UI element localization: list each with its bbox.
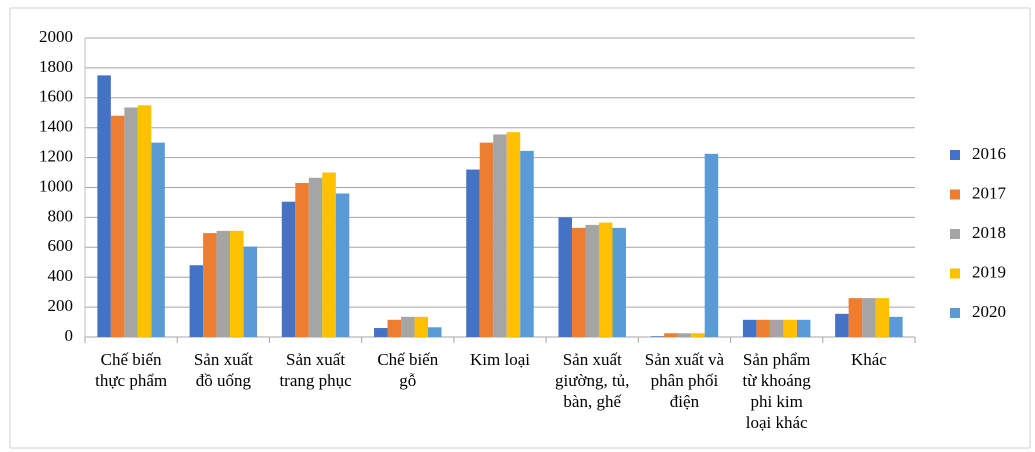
- bar: [558, 217, 572, 337]
- bar: [506, 132, 521, 337]
- x-tick-label: Sản phẩm từ khoáng phi kim loại khác: [743, 350, 812, 432]
- bar: [401, 316, 415, 337]
- x-tick-label: Chế biến thực phẩm: [95, 350, 167, 390]
- x-tick-label: Sản xuất và phân phối điện: [645, 350, 725, 411]
- y-tick-label: 1000: [39, 176, 73, 195]
- bar: [428, 327, 442, 337]
- legend-label: 2020: [972, 302, 1006, 321]
- bar: [124, 107, 138, 337]
- y-tick-label: 1800: [39, 57, 73, 76]
- bar: [664, 333, 678, 337]
- bar: [414, 316, 429, 337]
- bar: [704, 153, 719, 337]
- bar: [796, 319, 811, 337]
- legend-label: 2017: [972, 183, 1007, 202]
- bar: [862, 298, 876, 337]
- x-tick-label: Khác: [851, 350, 887, 369]
- bar: [216, 230, 231, 337]
- y-tick-label: 600: [48, 236, 74, 255]
- bar: [769, 319, 784, 337]
- bar: [889, 316, 903, 337]
- legend-swatch: [950, 189, 960, 200]
- bar: [387, 319, 402, 337]
- bar: [308, 177, 323, 337]
- bar: [151, 142, 165, 337]
- bar: [756, 319, 770, 337]
- bar: [691, 333, 705, 337]
- legend-label: 2016: [972, 144, 1006, 163]
- legend-swatch: [950, 229, 960, 239]
- bar: [466, 169, 480, 337]
- bar: [742, 319, 757, 337]
- bar: [110, 115, 125, 338]
- bar: [137, 105, 152, 338]
- bar: [612, 227, 626, 337]
- bar: [598, 222, 613, 337]
- bar: [848, 298, 863, 337]
- bar: [650, 336, 665, 337]
- bar: [571, 227, 586, 337]
- bar: [295, 183, 309, 337]
- x-tick-label: Sản xuất giường, tủ, bàn, ghế: [555, 350, 629, 411]
- bar: [374, 328, 388, 337]
- y-tick-label: 200: [48, 296, 74, 315]
- bar: [97, 75, 111, 337]
- bar: [243, 246, 258, 337]
- bar: [479, 142, 494, 337]
- legend-label: 2018: [972, 223, 1006, 242]
- bar: [585, 224, 599, 337]
- x-tick-label: Kim loại: [470, 350, 530, 369]
- bar: [783, 319, 797, 337]
- y-tick-label: 800: [48, 206, 74, 225]
- legend-swatch: [950, 150, 960, 160]
- bar: [189, 265, 204, 337]
- legend-swatch: [950, 268, 960, 279]
- legend-label: 2019: [972, 262, 1006, 281]
- y-tick-label: 1400: [39, 117, 73, 136]
- x-tick-label: Chế biến gỗ: [377, 350, 438, 390]
- y-tick-label: 2000: [39, 27, 73, 46]
- y-tick-label: 1200: [39, 147, 73, 166]
- y-tick-label: 0: [65, 326, 74, 345]
- bar: [203, 233, 217, 337]
- bar: [835, 313, 849, 337]
- y-tick-label: 1600: [39, 87, 73, 106]
- bar: [677, 333, 692, 337]
- bar: [281, 201, 296, 337]
- legend-swatch: [950, 308, 960, 318]
- bar: [230, 230, 244, 337]
- x-tick-label: Sản xuất đồ uống: [194, 350, 253, 390]
- y-tick-label: 400: [48, 266, 74, 285]
- bar: [335, 193, 350, 337]
- bar: [520, 150, 534, 337]
- bar: [493, 134, 507, 337]
- bar: [875, 298, 890, 337]
- x-tick-label: Sản xuất trang phục: [279, 350, 352, 390]
- bar: [322, 172, 336, 337]
